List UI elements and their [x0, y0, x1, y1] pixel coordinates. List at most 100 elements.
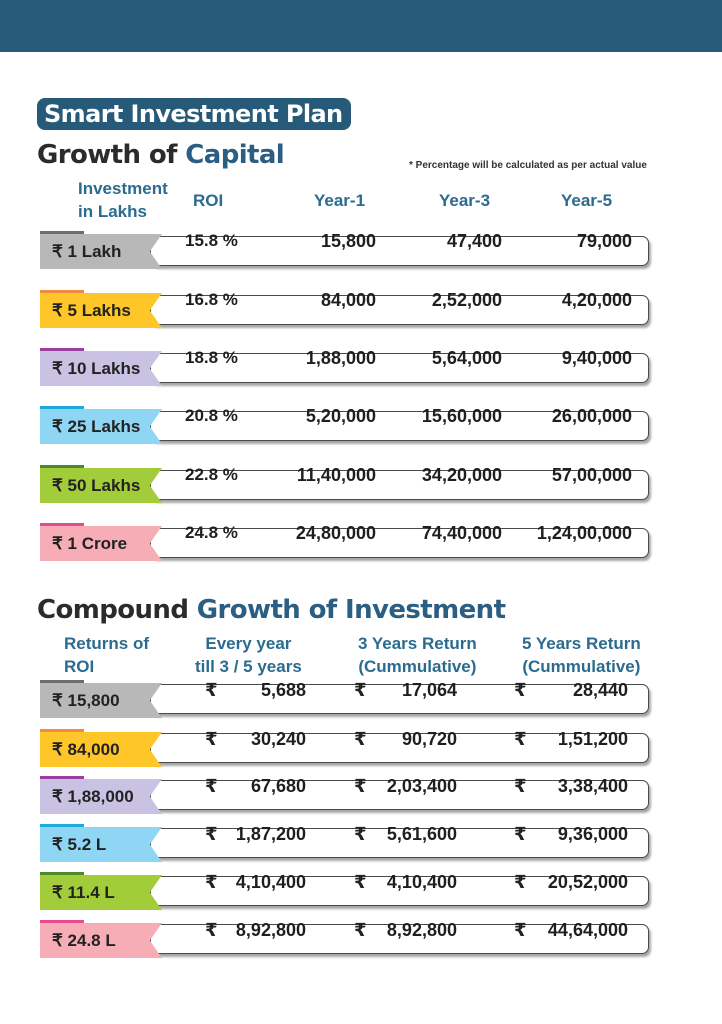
table-row: ₹ 1,88,000 ₹67,680 ₹2,03,400 ₹3,38,400	[40, 776, 652, 814]
color-tab	[40, 290, 84, 294]
color-tab	[40, 406, 84, 410]
returns-label: ₹ 24.8 L	[40, 923, 162, 958]
rupee-symbol: ₹	[354, 680, 367, 701]
year3-value: 34,20,000	[421, 465, 502, 485]
compound-section-title: Compound Growth of Investment	[37, 595, 506, 625]
rupee-symbol: ₹	[205, 824, 218, 845]
year3-value: 2,52,000	[431, 290, 502, 310]
row-pill	[150, 828, 649, 858]
year5-value: 1,24,00,000	[536, 523, 632, 543]
rupee-symbol: ₹	[205, 729, 218, 750]
table-row: ₹ 1 Lakh 15.8 % 15,800 47,400 79,000	[40, 231, 652, 269]
header-year1: Year-1	[314, 191, 366, 210]
year1-value: 11,40,000	[296, 465, 376, 485]
investment-label: ₹ 1 Lakh	[40, 234, 162, 269]
rupee-symbol: ₹	[514, 920, 527, 941]
rupee-symbol: ₹	[514, 729, 527, 750]
plan-badge: Smart Investment Plan	[37, 98, 351, 130]
color-tab	[40, 465, 84, 469]
year5-value: 4,20,000	[561, 290, 632, 310]
rupee-symbol: ₹	[205, 872, 218, 893]
color-tab	[40, 680, 84, 684]
five-year-value: 3,38,400	[557, 776, 628, 796]
year5-value: 26,00,000	[551, 406, 632, 426]
year1-value: 15,800	[320, 231, 376, 251]
returns-label: ₹ 15,800	[40, 683, 162, 718]
row-pill	[150, 924, 649, 954]
returns-label: ₹ 84,000	[40, 732, 162, 767]
roi-value: 15.8 %	[185, 231, 238, 250]
rupee-symbol: ₹	[205, 776, 218, 797]
year5-value: 9,40,000	[561, 348, 632, 368]
rupee-symbol: ₹	[514, 872, 527, 893]
every-year-value: 30,240	[250, 729, 306, 749]
investment-label: ₹ 1 Crore	[40, 526, 162, 561]
three-year-value: 5,61,600	[386, 824, 457, 844]
row-pill	[150, 353, 649, 383]
table-row: ₹ 84,000 ₹30,240 ₹90,720 ₹1,51,200	[40, 729, 652, 767]
row-pill	[150, 295, 649, 325]
row-pill	[150, 528, 649, 558]
color-tab	[40, 231, 84, 235]
header-investment: Investment in Lakhs	[78, 179, 168, 221]
row-pill	[150, 411, 649, 441]
header-five-years: 5 Years Return (Cummulative)	[522, 634, 641, 676]
every-year-value: 4,10,400	[235, 872, 306, 892]
rupee-symbol: ₹	[354, 872, 367, 893]
table-row: ₹ 5 Lakhs 16.8 % 84,000 2,52,000 4,20,000	[40, 290, 652, 328]
year3-value: 5,64,000	[431, 348, 502, 368]
color-tab	[40, 920, 84, 924]
header-year5: Year-5	[561, 191, 613, 210]
rupee-symbol: ₹	[205, 680, 218, 701]
five-year-value: 20,52,000	[547, 872, 628, 892]
header-every-year: Every year till 3 / 5 years	[195, 634, 302, 676]
investment-label: ₹ 10 Lakhs	[40, 351, 162, 386]
rupee-symbol: ₹	[354, 729, 367, 750]
rupee-symbol: ₹	[514, 824, 527, 845]
row-pill	[150, 236, 649, 266]
three-year-value: 17,064	[401, 680, 457, 700]
five-year-value: 9,36,000	[557, 824, 628, 844]
year3-value: 47,400	[446, 231, 502, 251]
row-pill	[150, 684, 649, 714]
three-year-value: 2,03,400	[386, 776, 457, 796]
year1-value: 1,88,000	[305, 348, 376, 368]
five-year-value: 28,440	[572, 680, 628, 700]
every-year-value: 8,92,800	[235, 920, 306, 940]
row-pill	[150, 733, 649, 763]
rupee-symbol: ₹	[354, 776, 367, 797]
year3-value: 15,60,000	[421, 406, 502, 426]
header-three-years: 3 Years Return (Cummulative)	[358, 634, 477, 676]
header-bar	[0, 0, 722, 52]
row-pill	[150, 780, 649, 810]
returns-label: ₹ 5.2 L	[40, 827, 162, 862]
rupee-symbol: ₹	[354, 824, 367, 845]
color-tab	[40, 348, 84, 352]
year5-value: 57,00,000	[551, 465, 632, 485]
three-year-value: 4,10,400	[386, 872, 457, 892]
rupee-symbol: ₹	[205, 920, 218, 941]
year3-value: 74,40,000	[421, 523, 502, 543]
roi-value: 22.8 %	[185, 465, 238, 484]
year5-value: 79,000	[576, 231, 632, 251]
roi-value: 16.8 %	[185, 290, 238, 309]
color-tab	[40, 729, 84, 733]
rupee-symbol: ₹	[354, 920, 367, 941]
year1-value: 24,80,000	[295, 523, 376, 543]
roi-value: 20.8 %	[185, 406, 238, 425]
table-row: ₹ 5.2 L ₹1,87,200 ₹5,61,600 ₹9,36,000	[40, 824, 652, 862]
color-tab	[40, 776, 84, 780]
table-row: ₹ 1 Crore 24.8 % 24,80,000 74,40,000 1,24,00…	[40, 523, 652, 561]
three-year-value: 90,720	[401, 729, 457, 749]
table-row: ₹ 25 Lakhs 20.8 % 5,20,000 15,60,000 26,00,0…	[40, 406, 652, 444]
investment-label: ₹ 25 Lakhs	[40, 409, 162, 444]
roi-value: 24.8 %	[185, 523, 238, 542]
every-year-value: 1,87,200	[235, 824, 306, 844]
year1-value: 5,20,000	[305, 406, 376, 426]
table-row: ₹ 50 Lakhs 22.8 % 11,40,000 34,20,000 57,00,…	[40, 465, 652, 503]
capital-title-accent: Capital	[185, 140, 285, 170]
rupee-symbol: ₹	[514, 680, 527, 701]
roi-value: 18.8 %	[185, 348, 238, 367]
header-year3: Year-3	[439, 191, 491, 210]
header-returns: Returns of ROI	[64, 634, 149, 676]
